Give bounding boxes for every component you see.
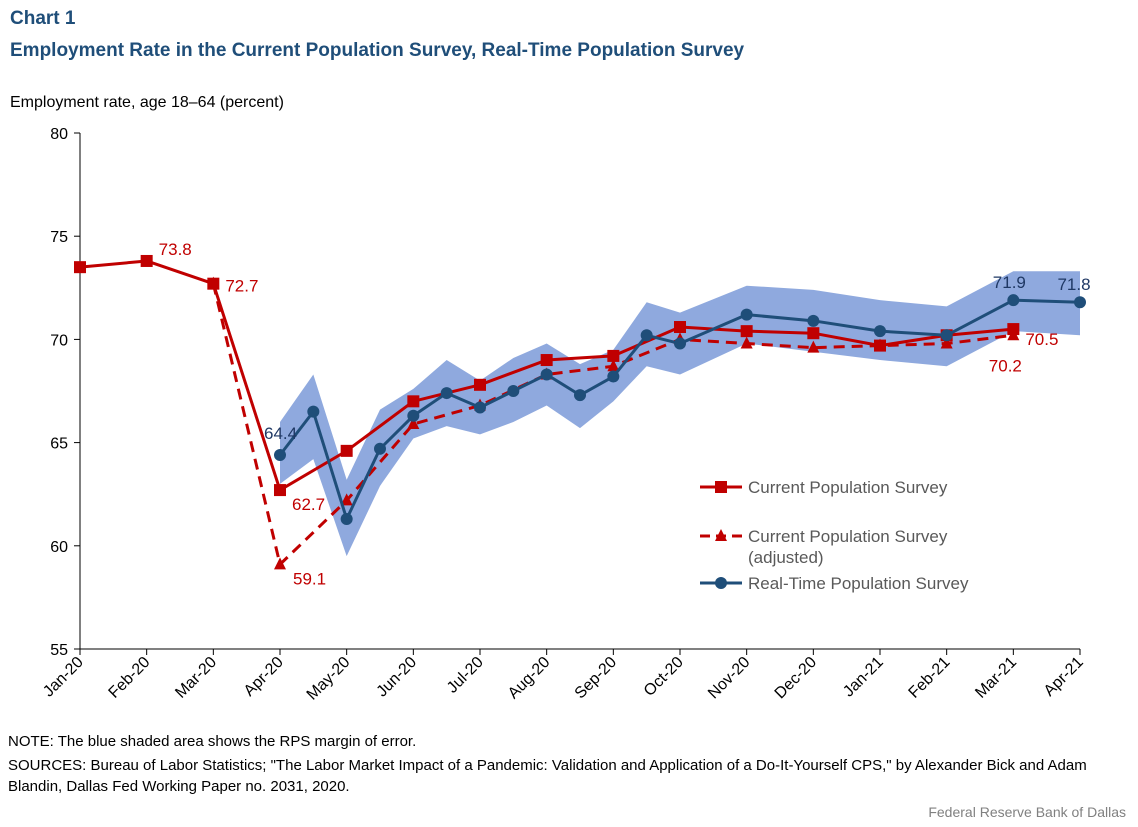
rps-margin-of-error-band: [280, 271, 1080, 557]
cps-data-point: [674, 321, 686, 334]
cps-legend-label: Current Population Survey: [748, 478, 948, 497]
cps-data-point: [140, 254, 153, 267]
rps-data-point: [807, 314, 820, 327]
legend-label-line: Real-Time Population Survey: [748, 574, 969, 593]
x-tick-label: Mar-20: [172, 654, 220, 702]
legend-label-line: Current Population Survey: [748, 527, 948, 546]
x-tick-label: Jun-20: [374, 654, 421, 701]
cps-adjusted-legend-marker: [715, 529, 727, 541]
x-tick-label: Feb-20: [106, 654, 154, 702]
data-label: 71.9: [993, 273, 1026, 292]
legend-label-line: Current Population Survey: [748, 478, 948, 497]
rps-data-point: [640, 329, 653, 342]
data-label: 59.1: [293, 569, 326, 588]
rps-data-point: [474, 401, 486, 414]
source-credit: Federal Reserve Bank of Dallas: [928, 804, 1126, 820]
x-tick-label: Sep-20: [572, 654, 621, 703]
series-layer: [74, 254, 1086, 570]
cps-data-point: [607, 349, 620, 362]
x-tick-label: Nov-20: [705, 654, 754, 703]
rps-data-point: [507, 385, 520, 397]
cps-data-point: [807, 327, 820, 340]
y-tick-label: 60: [50, 539, 68, 556]
data-label: 72.7: [225, 277, 258, 296]
rps-data-point: [340, 512, 353, 525]
rps-legend-label: Real-Time Population Survey: [748, 574, 969, 593]
employment-rate-chart: Employment rate, age 18–64 (percent) 55 6…: [10, 94, 1091, 704]
cps-adjusted-legend-label: Current Population Survey (adjusted): [748, 527, 948, 567]
x-tick-label: Jan-21: [840, 654, 887, 701]
data-label: 70.5: [1025, 330, 1058, 349]
rps-data-point: [940, 329, 953, 342]
cps-adjusted-data-point: [407, 417, 420, 430]
rps-data-point: [374, 442, 386, 455]
y-tick-label: 65: [50, 436, 68, 453]
x-tick-label: Jul-20: [444, 654, 487, 697]
data-label: 70.2: [989, 356, 1022, 375]
cps-adjusted-data-point: [340, 493, 353, 506]
cps-data-point: [740, 325, 753, 338]
cps-data-point: [74, 261, 86, 274]
rps-data-point: [607, 370, 620, 383]
data-label: 71.8: [1057, 275, 1090, 294]
rps-data-point: [407, 409, 420, 422]
rps-data-point: [874, 325, 886, 338]
rps-data-point: [307, 405, 320, 418]
chart-note: NOTE: The blue shaded area shows the RPS…: [8, 733, 417, 750]
y-tick-label: 55: [50, 642, 68, 659]
cps-adjusted-data-point: [740, 336, 753, 349]
y-axis-label: Employment rate, age 18–64 (percent): [10, 94, 284, 111]
x-tick-label: Feb-21: [906, 654, 954, 702]
cps-data-point: [407, 395, 420, 408]
cps-data-point: [540, 354, 553, 367]
x-tick-label: Apr-21: [1041, 654, 1087, 700]
cps-data-point: [340, 444, 353, 457]
data-label: 62.7: [292, 495, 325, 514]
x-tick-label: Jan-20: [40, 654, 87, 701]
x-tick-label: May-20: [304, 654, 354, 704]
rps-data-point: [574, 389, 586, 402]
legend-label-line: (adjusted): [748, 548, 824, 567]
chart-sources: SOURCES: Bureau of Labor Statistics; "Th…: [8, 757, 1087, 795]
chart-title: Employment Rate in the Current Populatio…: [10, 40, 745, 61]
rps-data-point: [440, 387, 453, 400]
rps-legend-marker: [715, 577, 727, 589]
annotation-layer: 73.8 72.7 62.7 59.1 64.4 71.9 71.8 70.570.2: [159, 240, 1091, 588]
x-tick-label: Dec-20: [772, 654, 821, 703]
cps-data-point: [274, 484, 286, 497]
data-label: 64.4: [264, 424, 297, 443]
x-tick-label: Oct-20: [641, 654, 687, 700]
x-tick-label: Mar-21: [972, 654, 1020, 702]
rps-data-point: [740, 308, 753, 321]
cps-data-point: [1007, 323, 1020, 336]
cps-adjusted-data-point: [607, 359, 620, 372]
rps-data-point: [1074, 296, 1086, 309]
cps-adjusted-data-point: [274, 557, 286, 570]
cps-adjusted-data-point: [807, 340, 820, 353]
x-tick-label: Apr-20: [241, 654, 287, 700]
rps-data-point: [674, 337, 686, 350]
rps-data-point: [274, 448, 286, 461]
margin-of-error-band-layer: [280, 271, 1080, 557]
cps-legend-marker: [715, 481, 727, 493]
y-tick-label: 75: [50, 229, 68, 246]
rps-data-point: [1007, 294, 1020, 307]
cps-data-point: [207, 277, 220, 290]
x-tick-label: Aug-20: [505, 654, 554, 703]
rps-data-point: [540, 368, 553, 381]
cps-data-point: [474, 378, 486, 391]
cps-adjusted-data-point: [940, 336, 953, 349]
data-label: 73.8: [159, 240, 192, 259]
y-tick-label: 80: [50, 126, 68, 143]
chart-number: Chart 1: [10, 8, 76, 29]
y-tick-label: 70: [50, 332, 68, 349]
cps-data-point: [874, 339, 886, 352]
